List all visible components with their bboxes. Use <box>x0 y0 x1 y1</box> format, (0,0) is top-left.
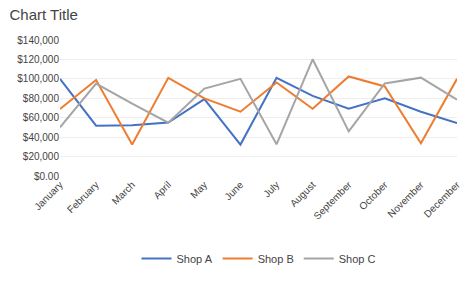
svg-text:November: November <box>385 179 426 220</box>
svg-text:October: October <box>357 179 390 212</box>
svg-text:$40,000: $40,000 <box>23 132 60 143</box>
svg-text:$100,000: $100,000 <box>17 73 59 84</box>
svg-text:January: January <box>32 179 65 212</box>
svg-text:June: June <box>222 179 245 202</box>
svg-text:Shop C: Shop C <box>339 253 376 265</box>
svg-text:Chart Title: Chart Title <box>9 6 77 23</box>
svg-text:February: February <box>65 179 101 215</box>
svg-text:August: August <box>288 179 318 209</box>
svg-text:May: May <box>188 179 209 200</box>
svg-text:April: April <box>151 179 173 201</box>
svg-text:$120,000: $120,000 <box>17 54 59 65</box>
svg-text:July: July <box>261 179 281 199</box>
svg-text:$140,000: $140,000 <box>17 35 59 46</box>
svg-text:December: December <box>422 179 463 220</box>
svg-text:September: September <box>311 179 354 222</box>
svg-text:$60,000: $60,000 <box>23 112 60 123</box>
svg-text:$20,000: $20,000 <box>23 151 60 162</box>
svg-text:Shop B: Shop B <box>258 253 294 265</box>
svg-text:March: March <box>110 179 137 206</box>
svg-text:$80,000: $80,000 <box>23 93 60 104</box>
svg-text:Shop A: Shop A <box>177 253 213 265</box>
svg-text:$0.00: $0.00 <box>34 171 59 182</box>
